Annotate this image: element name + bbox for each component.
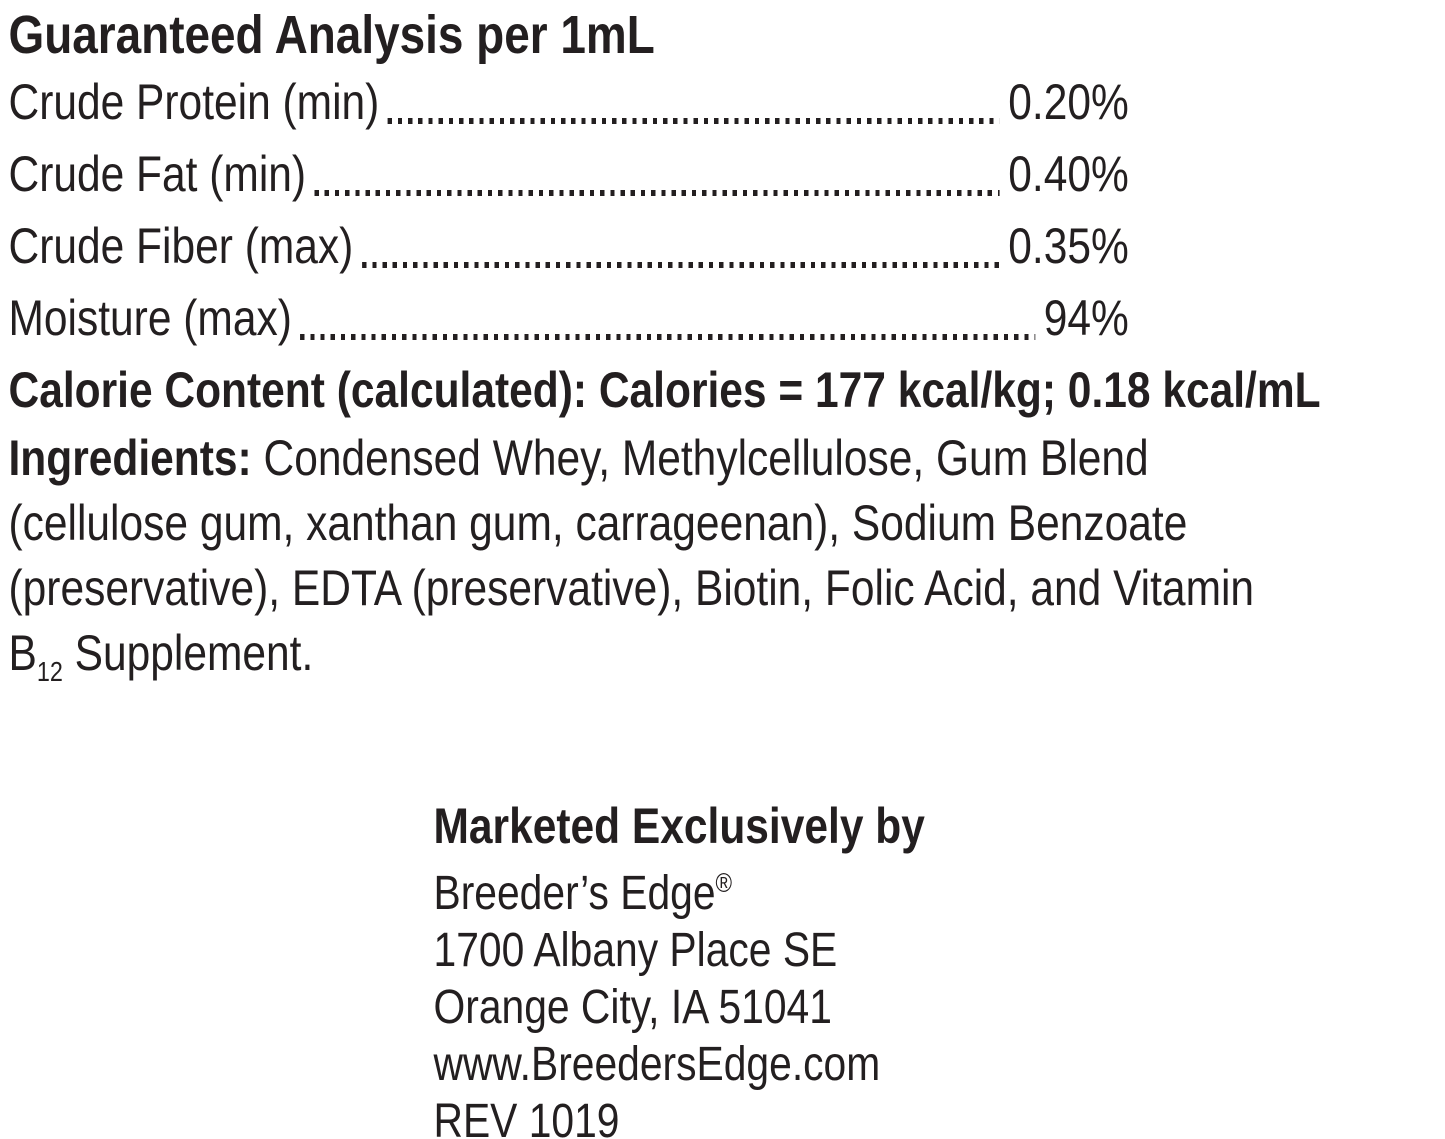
analysis-value: 0.20% <box>1008 74 1129 130</box>
brand-name-line: Breeder’s Edge® <box>434 855 1445 922</box>
ingredients-line-1: Ingredients: Condensed Whey, Methylcellu… <box>9 426 1445 491</box>
vitamin-b12-subscript: 12 <box>36 656 63 687</box>
dot-leader <box>314 190 1000 196</box>
address-street: 1700 Albany Place SE <box>433 924 838 977</box>
registered-trademark-symbol: ® <box>715 868 733 898</box>
vitamin-b-base: B <box>8 625 37 681</box>
calorie-content-line: Calorie Content (calculated): Calories =… <box>8 362 1321 418</box>
ingredients-line-4-text: Supplement. <box>62 625 314 681</box>
analysis-value: 94% <box>1043 290 1129 346</box>
address-city-state-zip: Orange City, IA 51041 <box>433 981 832 1034</box>
ingredients-line-2: (cellulose gum, xanthan gum, carrageenan… <box>8 495 1188 551</box>
revision-code: REV 1019 <box>433 1095 620 1139</box>
ingredients-label: Ingredients: <box>8 430 252 486</box>
analysis-name: Moisture (max) <box>8 290 292 346</box>
analysis-row-moisture: Moisture (max) 94% <box>9 282 1129 354</box>
analysis-row-crude-protein: Crude Protein (min) 0.20% <box>9 66 1129 138</box>
ingredients-line-4: B12 Supplement. <box>9 621 1445 686</box>
dot-leader <box>300 334 1036 340</box>
dot-leader <box>361 262 1000 268</box>
analysis-row-crude-fiber: Crude Fiber (max) 0.35% <box>9 210 1129 282</box>
guaranteed-analysis-title: Guaranteed Analysis per 1mL <box>8 5 655 65</box>
ingredients-line-3: (preservative), EDTA (preservative), Bio… <box>8 560 1255 616</box>
analysis-name: Crude Fat (min) <box>8 146 307 202</box>
ingredients-line-1-text: Condensed Whey, Methylcellulose, Gum Ble… <box>251 430 1149 486</box>
website-url: www.BreedersEdge.com <box>433 1038 881 1091</box>
analysis-name: Crude Fiber (max) <box>8 218 354 274</box>
analysis-name: Crude Protein (min) <box>8 74 380 130</box>
dot-leader <box>387 118 1000 124</box>
analysis-value: 0.40% <box>1008 146 1129 202</box>
analysis-row-crude-fat: Crude Fat (min) 0.40% <box>9 138 1129 210</box>
analysis-value: 0.35% <box>1008 218 1129 274</box>
brand-name: Breeder’s Edge <box>433 867 716 920</box>
marketed-by-heading: Marketed Exclusively by <box>433 798 925 854</box>
distributor-block: Marketed Exclusively by Breeder’s Edge® … <box>434 798 1445 1139</box>
